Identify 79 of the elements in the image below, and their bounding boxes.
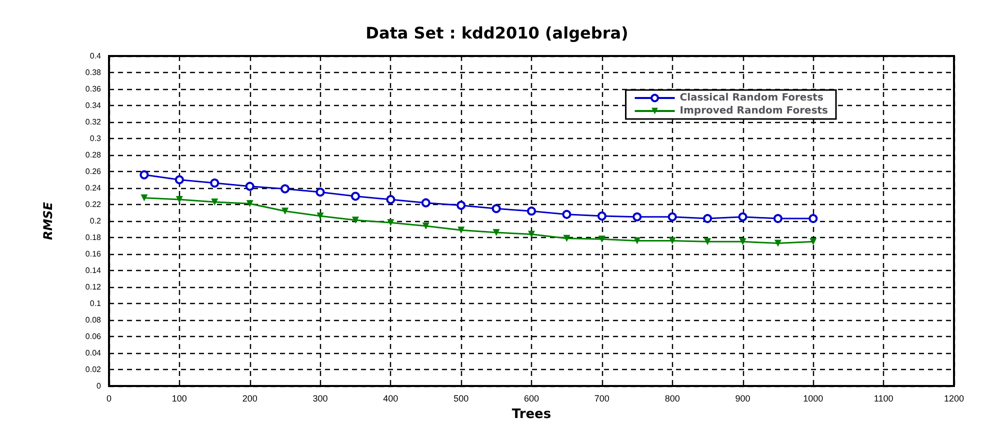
y-tick-label: 0.06 <box>85 332 102 341</box>
point <box>386 195 396 204</box>
point <box>634 237 641 244</box>
point <box>458 226 465 234</box>
y-tick-label: 0.32 <box>85 118 102 126</box>
y-tick-label: 0.38 <box>85 68 102 77</box>
x-tick-label: 700 <box>594 394 610 404</box>
point <box>352 216 359 224</box>
legend-label: Classical Random Forests <box>680 92 824 104</box>
point <box>492 229 500 236</box>
point <box>773 214 782 224</box>
point <box>527 206 536 216</box>
x-tick-label: 1100 <box>874 394 894 404</box>
x-tick-label: 800 <box>664 394 680 404</box>
x-tick-label: 1000 <box>803 394 824 404</box>
point <box>282 208 289 215</box>
point <box>174 175 184 184</box>
x-tick-label: 200 <box>242 394 258 404</box>
point <box>562 210 572 219</box>
x-tick-label: 600 <box>524 394 540 404</box>
point <box>774 240 782 247</box>
y-tick-label: 0.3 <box>90 134 102 143</box>
y-tick-label: 0.36 <box>85 84 102 94</box>
x-tick-label: 100 <box>172 394 187 404</box>
y-tick-label: 0.4 <box>90 52 102 60</box>
point <box>176 196 183 204</box>
point <box>668 237 676 244</box>
y-tick-label: 0.02 <box>85 365 102 374</box>
point <box>140 194 148 202</box>
y-tick-label: 0.16 <box>85 250 102 258</box>
point <box>245 182 254 191</box>
y-tick-label: 0.26 <box>85 167 102 176</box>
y-tick-label: 0.18 <box>85 233 102 242</box>
point <box>528 230 535 238</box>
point <box>738 212 748 222</box>
point <box>808 214 818 224</box>
x-tick-label: 0 <box>106 394 112 404</box>
y-tick-label: 0.2 <box>90 216 102 226</box>
point <box>140 170 149 180</box>
point <box>810 238 817 246</box>
x-tick-label: 300 <box>312 394 328 404</box>
point <box>492 204 501 214</box>
x-tick-label: 400 <box>383 394 398 404</box>
y-tick-label: 0.24 <box>85 184 102 192</box>
x-tick-label: 500 <box>454 394 469 404</box>
point <box>703 214 712 224</box>
y-tick-label: 0.34 <box>85 101 102 110</box>
point <box>422 222 430 230</box>
point <box>316 188 325 197</box>
y-tick-label: 0.28 <box>85 150 102 160</box>
point <box>632 212 642 222</box>
point <box>597 212 606 221</box>
x-tick-label: 1200 <box>944 394 964 404</box>
legend-label: Improved Random Forests <box>680 106 828 116</box>
y-axis-title: RMSE <box>41 201 55 240</box>
point <box>421 198 430 208</box>
point <box>704 238 712 246</box>
point <box>316 212 324 220</box>
point <box>563 234 570 242</box>
chart-title: Data Set : kdd2010 (algebra) <box>366 24 628 42</box>
point <box>211 198 218 206</box>
point <box>739 238 746 246</box>
y-tick-label: 0.04 <box>85 348 102 358</box>
x-tick-label: 900 <box>735 394 750 404</box>
y-tick-label: 0.08 <box>85 316 102 324</box>
point <box>246 200 254 208</box>
point <box>280 184 290 194</box>
y-tick-label: 0.22 <box>85 200 102 209</box>
point <box>210 178 220 188</box>
y-tick-label: 0.1 <box>90 299 102 308</box>
y-tick-label: 0.14 <box>85 266 102 275</box>
point <box>598 236 606 243</box>
point <box>668 212 677 222</box>
x-axis-title: Trees <box>512 407 552 422</box>
y-tick-label: 0.12 <box>85 282 102 292</box>
point <box>350 192 360 201</box>
point <box>456 200 466 210</box>
y-tick-label: 0 <box>96 382 102 390</box>
point <box>387 219 394 226</box>
